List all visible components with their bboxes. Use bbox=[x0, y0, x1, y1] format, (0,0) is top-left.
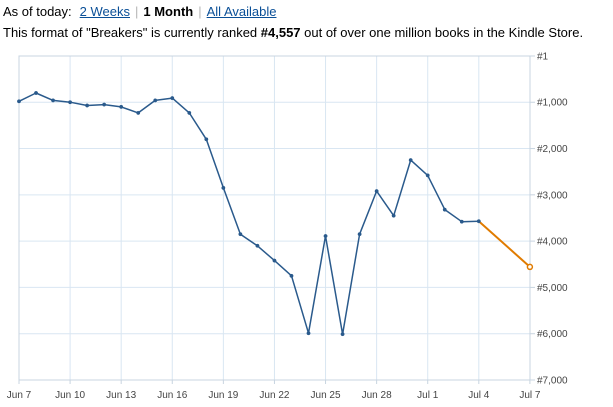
range-prefix: As of today: bbox=[3, 4, 72, 19]
rank-point bbox=[459, 219, 464, 224]
gridlines bbox=[19, 56, 530, 380]
x-tick-label: Jul 7 bbox=[519, 390, 541, 401]
range-all-available-link[interactable]: All Available bbox=[206, 4, 277, 19]
rank-point bbox=[204, 137, 209, 142]
x-tick-label: Jun 7 bbox=[7, 390, 32, 401]
rank-point bbox=[425, 173, 430, 178]
x-tick-label: Jun 10 bbox=[55, 390, 85, 401]
rank-point bbox=[85, 103, 90, 108]
rank-point bbox=[323, 234, 328, 238]
x-axis-ticks: Jun 7 Jun 10 Jun 13 Jun 16 Jun 19 Jun 22 Jun 2… bbox=[7, 380, 541, 401]
rank-point bbox=[68, 100, 73, 105]
rank-point bbox=[272, 258, 277, 263]
rank-point bbox=[51, 98, 56, 103]
rank-point bbox=[221, 185, 226, 190]
rank-point bbox=[408, 158, 413, 163]
rank-point bbox=[187, 110, 192, 115]
x-tick-label: Jun 28 bbox=[362, 390, 392, 401]
rank-point bbox=[476, 219, 481, 224]
rank-point bbox=[289, 273, 294, 278]
range-separator: | bbox=[198, 4, 202, 19]
rank-point bbox=[526, 263, 534, 271]
rank-point bbox=[136, 110, 141, 115]
rank-point bbox=[170, 96, 175, 101]
range-1-month-active: 1 Month bbox=[143, 4, 194, 19]
rank-point bbox=[357, 232, 362, 237]
rank-point bbox=[442, 207, 447, 212]
rank-point bbox=[119, 104, 124, 109]
y-tick-label: #4,000 bbox=[537, 237, 568, 248]
rank-sentence: This format of "Breakers" is currently r… bbox=[3, 24, 583, 42]
rank-sentence-after: out of over one million books in the Kin… bbox=[300, 25, 584, 40]
x-tick-label: Jun 25 bbox=[311, 390, 341, 401]
x-tick-label: Jun 16 bbox=[157, 390, 187, 401]
rank-point bbox=[102, 102, 107, 107]
y-axis-ticks: #1 #1,000 #2,000 #3,000 #4,000 #5,000 #6,000 #7… bbox=[530, 52, 568, 387]
rank-point bbox=[34, 91, 38, 95]
x-tick-label: Jun 22 bbox=[259, 390, 289, 401]
rank-series bbox=[17, 91, 534, 337]
y-tick-label: #3,000 bbox=[537, 190, 568, 201]
current-rank: #4,557 bbox=[260, 25, 301, 40]
range-2-weeks-link[interactable]: 2 Weeks bbox=[79, 4, 130, 19]
rank-sentence-before: This format of "Breakers" is currently r… bbox=[3, 25, 261, 40]
rank-point bbox=[153, 98, 158, 103]
y-tick-label: #1,000 bbox=[537, 98, 568, 109]
x-tick-label: Jun 19 bbox=[208, 390, 238, 401]
rank-line bbox=[18, 92, 479, 335]
x-tick-label: Jul 4 bbox=[468, 390, 490, 401]
rank-point bbox=[391, 213, 396, 218]
range-selector: As of today: 2 Weeks | 1 Month | All Availabl… bbox=[3, 3, 276, 21]
x-tick-label: Jun 13 bbox=[106, 390, 136, 401]
rank-point bbox=[255, 243, 260, 248]
latest-rank-segment bbox=[478, 220, 531, 268]
y-tick-label: #7,000 bbox=[537, 376, 568, 387]
rank-point bbox=[340, 332, 345, 337]
y-tick-label: #1 bbox=[537, 52, 549, 63]
y-tick-label: #6,000 bbox=[537, 329, 568, 340]
y-tick-label: #5,000 bbox=[537, 283, 568, 294]
range-separator: | bbox=[135, 4, 139, 19]
rank-point bbox=[17, 99, 21, 104]
rank-point bbox=[306, 331, 311, 336]
x-tick-label: Jul 1 bbox=[417, 390, 439, 401]
rank-point bbox=[238, 232, 243, 237]
y-tick-label: #2,000 bbox=[537, 144, 568, 155]
rank-point bbox=[374, 189, 379, 194]
